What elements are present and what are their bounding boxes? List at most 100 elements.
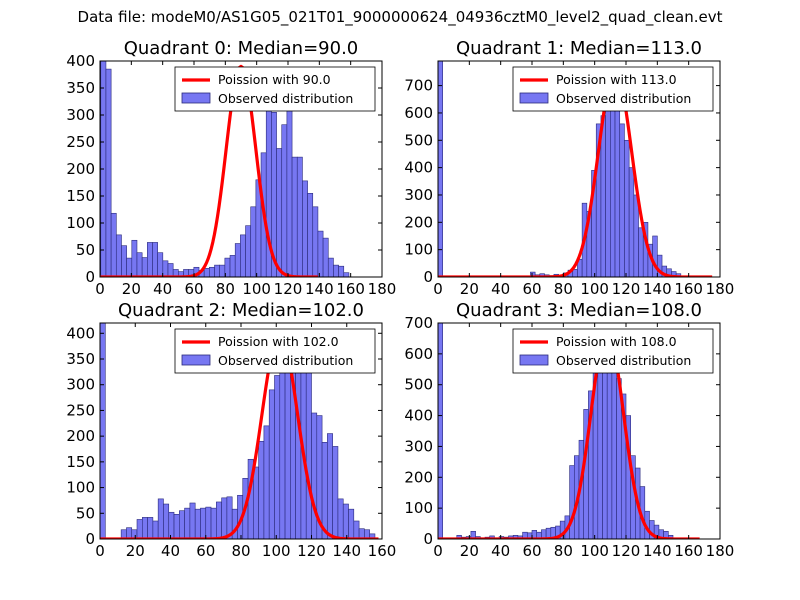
histogram-bar xyxy=(638,227,644,277)
x-tick-label: 40 xyxy=(161,542,180,560)
y-tick-label: 400 xyxy=(66,52,95,70)
y-tick-label: 150 xyxy=(66,453,95,471)
x-tick-label: 120 xyxy=(612,280,641,298)
histogram-bar xyxy=(327,257,334,277)
y-tick-label: 300 xyxy=(404,437,433,455)
histogram-bar xyxy=(438,323,443,539)
y-tick-label: 300 xyxy=(66,376,95,394)
histogram-bar xyxy=(322,237,329,277)
y-tick-label: 500 xyxy=(404,131,433,149)
x-tick-label: 60 xyxy=(522,542,541,560)
histogram-bar xyxy=(216,501,222,539)
chart-title: Quadrant 1: Median=113.0 xyxy=(456,38,702,59)
histogram-bar xyxy=(258,440,265,539)
x-tick-label: 100 xyxy=(580,542,609,560)
histogram-bar xyxy=(327,433,333,539)
y-tick-label: 100 xyxy=(404,241,433,259)
y-tick-label: 200 xyxy=(404,468,433,486)
x-tick-label: 120 xyxy=(274,280,303,298)
histogram-bar xyxy=(317,230,324,277)
x-tick-label: 20 xyxy=(460,542,479,560)
histogram-bar xyxy=(296,156,303,277)
legend-label-observed: Observed distribution xyxy=(556,91,691,106)
y-tick-label: 600 xyxy=(404,104,433,122)
poisson-curve xyxy=(100,331,379,539)
histogram-bar xyxy=(245,225,252,277)
x-tick-label: 160 xyxy=(368,542,397,560)
y-tick-label: 200 xyxy=(404,213,433,231)
histogram-bar xyxy=(311,412,318,539)
histogram-bar xyxy=(624,139,630,277)
y-tick-label: 200 xyxy=(66,160,95,178)
histogram-bar xyxy=(305,361,312,539)
x-tick-label: 160 xyxy=(674,280,703,298)
legend-box xyxy=(512,66,714,112)
histogram-bar xyxy=(179,510,185,539)
x-tick-label: 80 xyxy=(554,280,573,298)
histogram-bar xyxy=(141,257,148,277)
histogram-bar xyxy=(229,255,236,277)
y-tick-label: 50 xyxy=(76,241,95,259)
y-tick-label: 300 xyxy=(404,186,433,204)
chart-quadrant-3: 0 20 40 60 80 100 120 140 160 1800100200300400500… xyxy=(404,300,734,560)
histogram-bar xyxy=(200,507,207,539)
histogram-bar xyxy=(136,519,143,539)
histogram-bar xyxy=(606,347,613,539)
histogram-bar xyxy=(100,323,106,539)
histogram-bar xyxy=(338,265,345,277)
histogram-bar xyxy=(353,520,360,539)
histogram-bar xyxy=(611,353,617,539)
histogram-bar xyxy=(131,239,138,277)
histogram-bar xyxy=(250,206,257,277)
legend-label-observed: Observed distribution xyxy=(218,353,353,368)
histogram-bar xyxy=(619,123,625,277)
x-tick-label: 120 xyxy=(612,542,641,560)
x-tick-label: 80 xyxy=(216,280,235,298)
legend-box xyxy=(174,328,376,374)
axes-frame xyxy=(437,322,721,540)
x-tick-label: 20 xyxy=(126,542,145,560)
plot-area xyxy=(438,61,713,277)
x-tick-label: 140 xyxy=(332,542,361,560)
histogram-bar xyxy=(221,497,228,539)
y-tick-label: 0 xyxy=(423,268,433,286)
histogram-bar xyxy=(209,266,215,277)
x-tick-label: 180 xyxy=(368,280,397,298)
histogram-bar xyxy=(332,446,339,539)
plot-area xyxy=(100,61,350,277)
histogram-bar xyxy=(337,498,344,539)
histogram-bar xyxy=(307,193,314,277)
x-tick-label: 0 xyxy=(433,280,443,298)
x-tick-label: 0 xyxy=(95,280,105,298)
x-tick-label: 180 xyxy=(706,280,735,298)
poisson-curve xyxy=(100,64,318,277)
histogram-bar xyxy=(291,156,298,277)
y-tick-label: 100 xyxy=(404,499,433,517)
y-tick-label: 700 xyxy=(404,314,433,332)
x-tick-label: 80 xyxy=(554,542,573,560)
histogram-bar xyxy=(342,503,349,539)
histogram-bar xyxy=(214,264,220,277)
histogram-bar xyxy=(610,88,616,277)
figure-title: Data file: modeM0/AS1G05_021T01_90000006… xyxy=(77,8,723,26)
histogram-bar xyxy=(263,425,270,539)
x-tick-label: 140 xyxy=(305,280,334,298)
histogram-bar xyxy=(348,508,355,539)
x-tick-label: 60 xyxy=(196,542,215,560)
histogram-bar xyxy=(184,507,191,539)
legend-bar-swatch xyxy=(181,354,211,366)
poisson-curve xyxy=(438,68,713,277)
axes-frame xyxy=(437,60,721,278)
x-tick-label: 160 xyxy=(674,542,703,560)
y-tick-label: 500 xyxy=(404,376,433,394)
x-tick-label: 0 xyxy=(95,542,105,560)
histogram-bar xyxy=(628,167,635,277)
legend-box xyxy=(512,328,714,374)
histogram-bar xyxy=(569,465,575,539)
histogram-bar xyxy=(234,243,241,277)
x-tick-label: 40 xyxy=(491,542,510,560)
y-tick-label: 0 xyxy=(85,530,95,548)
chart-quadrant-2: 0 20 40 60 80 100 120 140 160 0 50 100 150 200 250 300 3… xyxy=(66,300,396,560)
histogram-bar xyxy=(210,507,217,539)
histogram-bar xyxy=(438,61,443,277)
